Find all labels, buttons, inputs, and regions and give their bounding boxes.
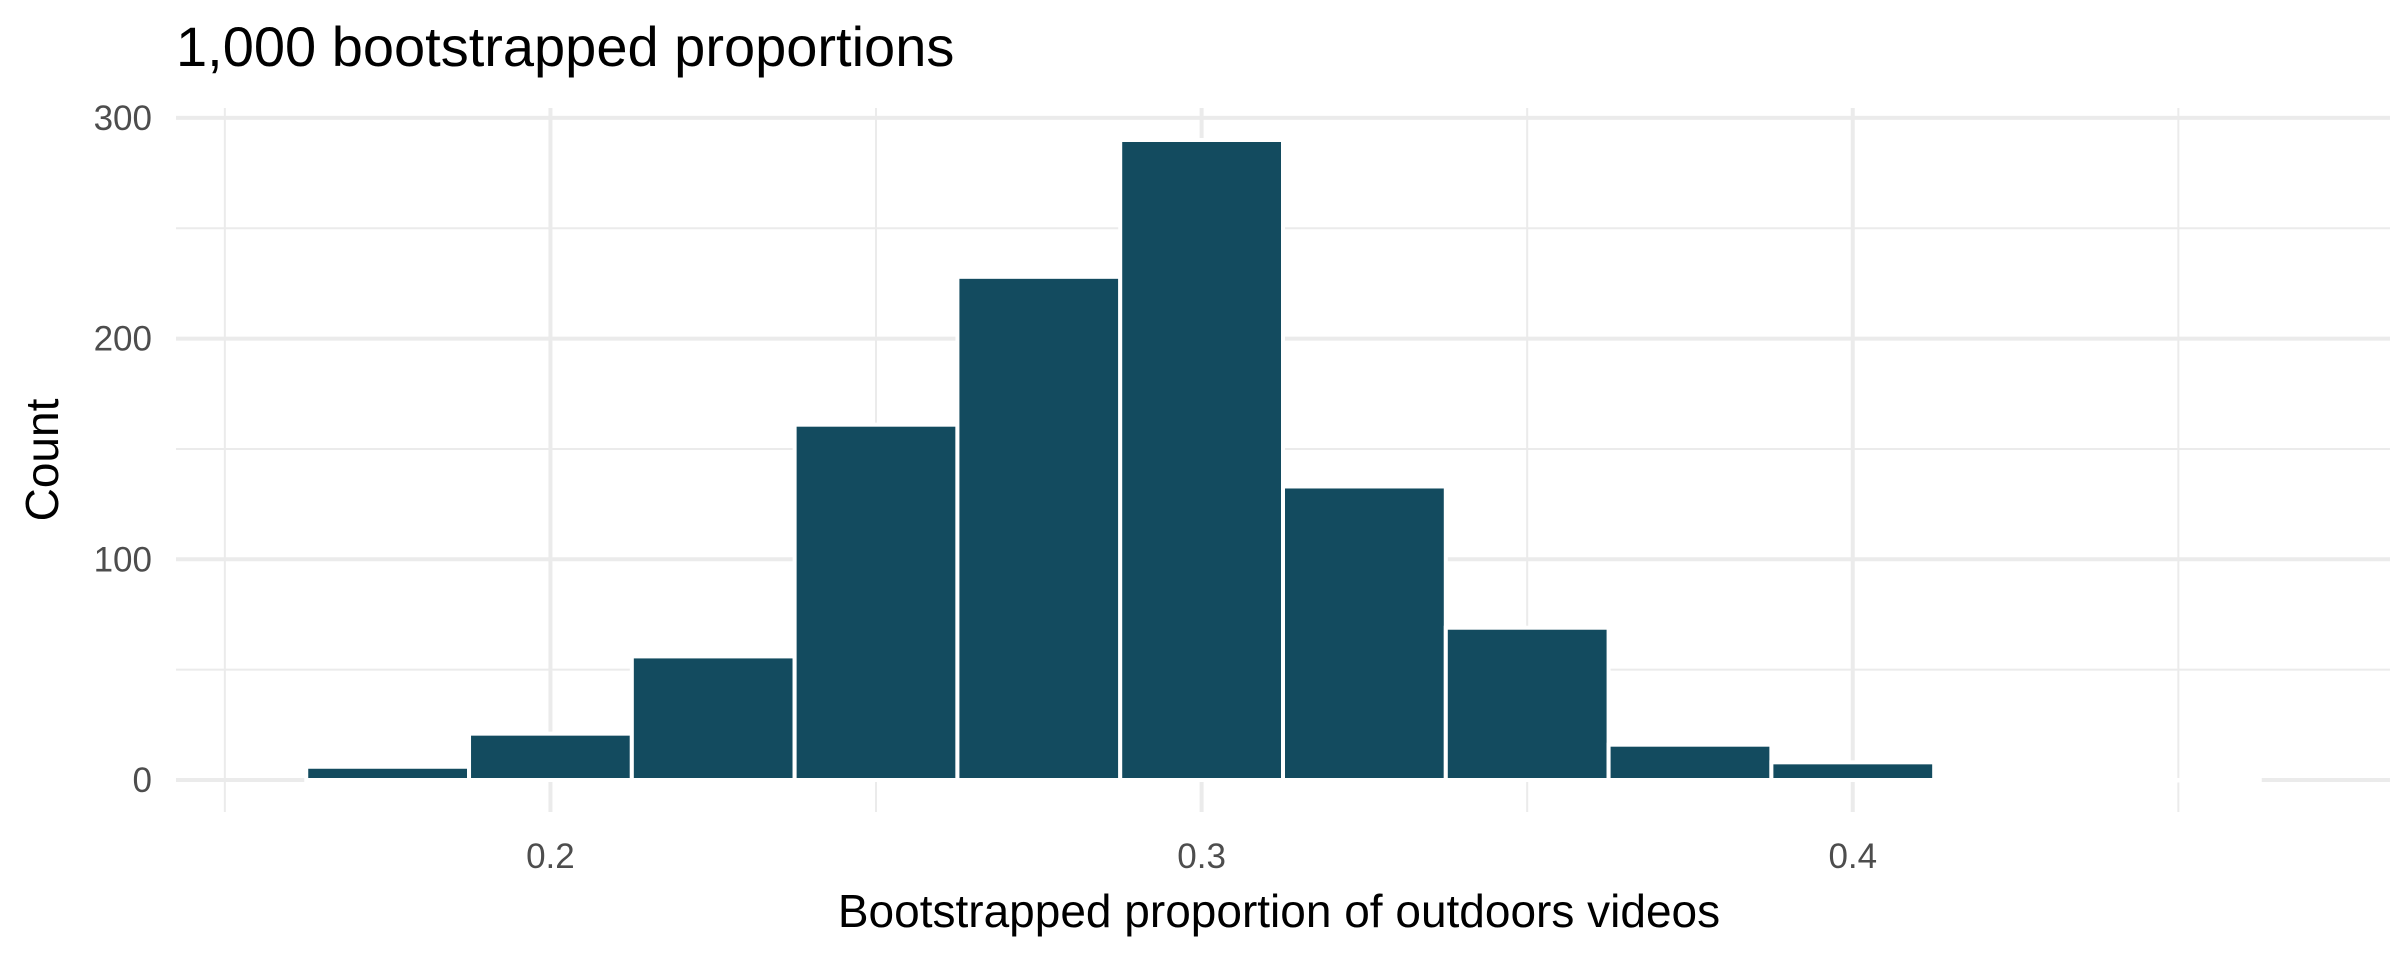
- bars: [304, 138, 2262, 783]
- y-tick-label: 0: [133, 761, 152, 800]
- histogram-bar: [1769, 760, 1937, 783]
- histogram-bar: [467, 731, 634, 782]
- histogram-bar: [2094, 778, 2262, 783]
- y-axis-title: Count: [16, 398, 68, 521]
- chart-title: 1,000 bootstrapped proportions: [176, 15, 954, 78]
- histogram-bar: [1118, 138, 1286, 782]
- x-tick-label: 0.3: [1177, 837, 1226, 876]
- histogram-bar: [1932, 778, 2099, 783]
- y-tick-label: 100: [94, 540, 152, 579]
- histogram-bar: [304, 764, 472, 782]
- x-axis-title: Bootstrapped proportion of outdoors vide…: [838, 885, 1720, 937]
- y-tick-label: 200: [94, 320, 152, 359]
- histogram-bar: [1443, 625, 1611, 782]
- x-tick-label: 0.4: [1828, 837, 1877, 876]
- histogram-bar: [1281, 484, 1448, 782]
- histogram-bar: [629, 654, 797, 783]
- histogram-bar: [955, 274, 1123, 782]
- histogram-bar: [1606, 742, 1774, 782]
- x-tick-label: 0.2: [526, 837, 575, 876]
- y-axis-ticks: 0 100 200 300: [94, 99, 152, 800]
- x-axis-ticks: 0.2 0.3 0.4: [526, 837, 1877, 876]
- histogram-bar: [792, 422, 960, 782]
- y-tick-label: 300: [94, 99, 152, 138]
